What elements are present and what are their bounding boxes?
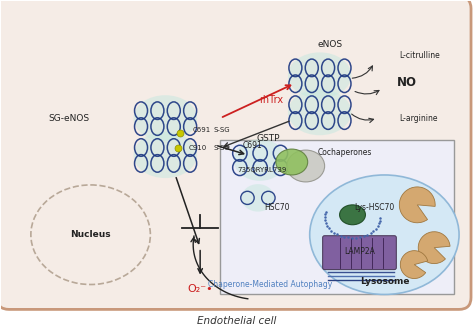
- Text: LAMP2A: LAMP2A: [344, 247, 375, 256]
- Ellipse shape: [310, 175, 459, 294]
- Ellipse shape: [287, 150, 325, 182]
- Ellipse shape: [241, 184, 274, 211]
- Text: L-citrulline: L-citrulline: [399, 51, 440, 60]
- Text: L-arginine: L-arginine: [399, 114, 438, 123]
- Text: 735QRYRL739: 735QRYRL739: [237, 167, 286, 173]
- Ellipse shape: [288, 52, 351, 98]
- FancyBboxPatch shape: [323, 236, 396, 270]
- FancyBboxPatch shape: [220, 140, 454, 294]
- Text: Endothelial cell: Endothelial cell: [197, 316, 277, 326]
- Ellipse shape: [234, 139, 286, 181]
- Text: NO: NO: [397, 76, 417, 89]
- Ellipse shape: [134, 95, 197, 141]
- Text: Chaperone-Mediated Autophagy: Chaperone-Mediated Autophagy: [208, 280, 332, 289]
- Ellipse shape: [339, 205, 365, 225]
- Ellipse shape: [134, 132, 197, 178]
- Ellipse shape: [288, 89, 351, 135]
- Text: Nucleus: Nucleus: [70, 230, 111, 239]
- Text: eNOS: eNOS: [317, 40, 342, 49]
- Text: S-SG: S-SG: [213, 145, 230, 151]
- Text: C691: C691: [192, 127, 210, 133]
- Text: O₂⁻•: O₂⁻•: [187, 284, 213, 294]
- Ellipse shape: [276, 149, 308, 175]
- Wedge shape: [401, 251, 428, 278]
- Text: C910: C910: [188, 145, 207, 151]
- Text: Lysosome: Lysosome: [360, 277, 409, 286]
- Text: Lys-HSC70: Lys-HSC70: [355, 203, 395, 212]
- Ellipse shape: [31, 185, 150, 284]
- Wedge shape: [418, 232, 450, 264]
- FancyBboxPatch shape: [0, 0, 471, 309]
- Text: C691: C691: [243, 141, 263, 150]
- Text: SG-eNOS: SG-eNOS: [48, 114, 89, 123]
- Text: rhTrx: rhTrx: [259, 95, 283, 105]
- Text: Cochaperones: Cochaperones: [318, 148, 372, 157]
- Wedge shape: [399, 187, 435, 223]
- Text: GSTP: GSTP: [256, 134, 280, 143]
- Text: HSC70: HSC70: [264, 203, 290, 212]
- Text: S-SG: S-SG: [213, 127, 230, 133]
